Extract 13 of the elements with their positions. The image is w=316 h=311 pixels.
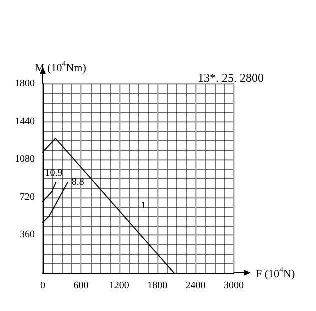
y-tick-label: 360: [20, 230, 35, 241]
y-tick-label: 1800: [15, 78, 35, 90]
series-label: 8.8: [72, 177, 84, 188]
x-tick-label: 0: [40, 280, 46, 292]
y-tick-label: 720: [20, 192, 35, 203]
x-tick-label: 3000: [224, 280, 244, 292]
x-tick-label: 1200: [109, 280, 130, 292]
y-tick-label: 1440: [15, 116, 35, 128]
y-tick-label: 1080: [15, 154, 35, 166]
x-tick-label: 600: [74, 280, 89, 292]
x-tick-label: 2400: [186, 280, 206, 292]
annotation: 13*. 25. 2800: [198, 71, 264, 85]
x-tick-label: 1800: [148, 280, 168, 292]
